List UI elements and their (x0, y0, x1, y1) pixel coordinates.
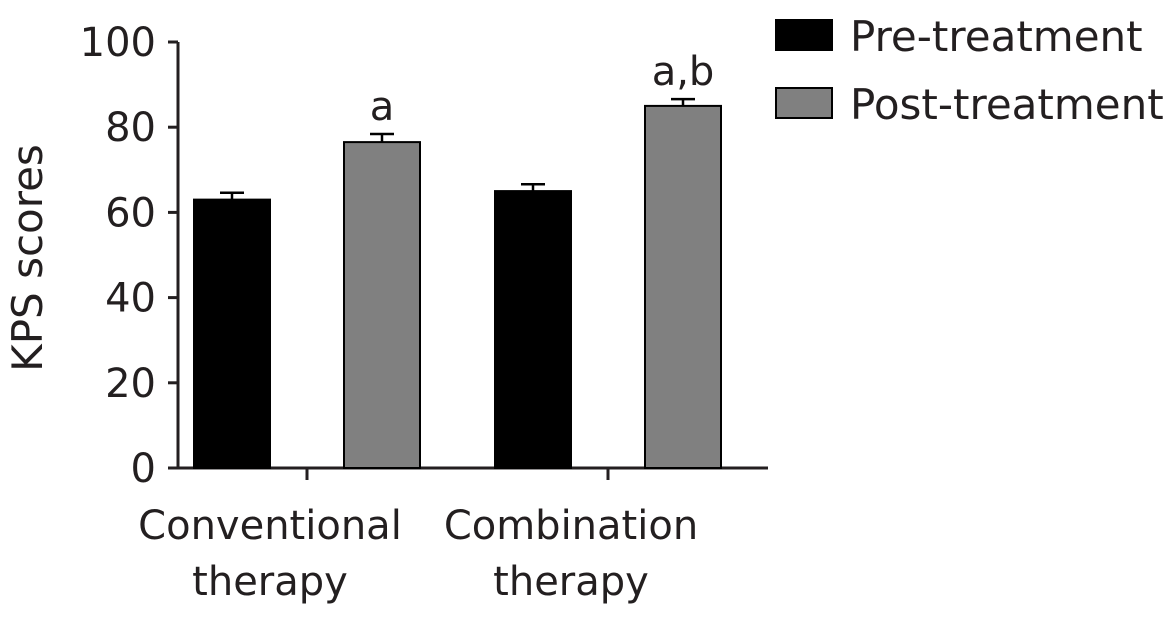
legend-swatch-post-treatment (775, 87, 833, 119)
bar-1-0 (343, 141, 421, 470)
y-tick-label-100: 100 (80, 20, 156, 66)
annotation-1: a,b (652, 49, 715, 95)
legend-label-post-treatment: Post-treatment (850, 80, 1164, 129)
y-axis-label: KPS scores (3, 144, 52, 372)
bar-1-1 (644, 104, 722, 470)
x-tick-label-0-line1: Conventional (138, 503, 402, 549)
y-tick-label-0: 0 (131, 446, 156, 492)
legend: Pre-treatment Post-treatment (775, 12, 1164, 129)
y-tick-label-60: 60 (105, 190, 156, 236)
y-tick-label-20: 20 (105, 361, 156, 407)
x-tick-label-0-line2: therapy (192, 559, 348, 605)
x-tick-label-1-line2: therapy (493, 559, 649, 605)
annotation-0: a (370, 84, 395, 130)
y-tick-label-40: 40 (105, 276, 156, 322)
y-tick-label-80: 80 (105, 105, 156, 151)
plot-area: 0 20 40 60 80 100 Conventional therapy Combinati… (80, 20, 768, 605)
legend-item-pre-treatment: Pre-treatment (775, 12, 1143, 61)
bar-0-0 (193, 198, 271, 469)
bar-0-1 (494, 190, 572, 469)
legend-swatch-pre-treatment (775, 19, 833, 51)
legend-label-pre-treatment: Pre-treatment (850, 12, 1143, 61)
x-tick-label-1-line1: Combination (444, 503, 698, 549)
legend-item-post-treatment: Post-treatment (775, 80, 1164, 129)
